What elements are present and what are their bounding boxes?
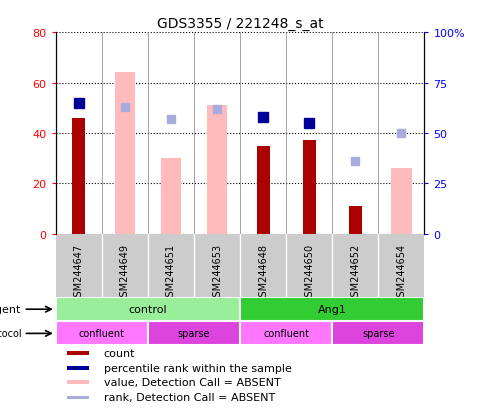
Bar: [240, 297, 424, 322]
Bar: [302, 141, 315, 234]
Bar: [56, 322, 148, 346]
Text: GSM244650: GSM244650: [303, 244, 314, 303]
Bar: [206, 106, 227, 234]
Bar: [348, 206, 361, 234]
Text: confluent: confluent: [263, 329, 308, 339]
Text: growth protocol: growth protocol: [0, 329, 21, 339]
Bar: [332, 322, 424, 346]
Text: count: count: [104, 348, 135, 358]
Bar: [67, 366, 89, 370]
Text: GSM244652: GSM244652: [349, 244, 360, 303]
Text: control: control: [128, 304, 167, 314]
Bar: [67, 380, 89, 384]
Bar: [67, 351, 89, 355]
Text: rank, Detection Call = ABSENT: rank, Detection Call = ABSENT: [104, 392, 274, 403]
Text: percentile rank within the sample: percentile rank within the sample: [104, 363, 291, 373]
Text: GSM244649: GSM244649: [120, 244, 130, 302]
Bar: [67, 396, 89, 399]
Text: GSM244647: GSM244647: [74, 244, 84, 303]
Bar: [160, 159, 181, 234]
Text: sparse: sparse: [177, 329, 210, 339]
Bar: [56, 297, 240, 322]
Text: value, Detection Call = ABSENT: value, Detection Call = ABSENT: [104, 377, 280, 387]
Text: confluent: confluent: [79, 329, 124, 339]
Text: agent: agent: [0, 304, 21, 314]
Bar: [240, 322, 332, 346]
Bar: [114, 73, 135, 234]
Text: Ang1: Ang1: [317, 304, 346, 314]
Title: GDS3355 / 221248_s_at: GDS3355 / 221248_s_at: [156, 17, 323, 31]
Text: sparse: sparse: [361, 329, 394, 339]
Bar: [390, 169, 411, 234]
Text: GSM244651: GSM244651: [166, 244, 176, 303]
Bar: [148, 322, 240, 346]
Text: GSM244654: GSM244654: [395, 244, 406, 303]
Text: GSM244648: GSM244648: [257, 244, 268, 302]
Text: GSM244653: GSM244653: [212, 244, 222, 303]
Bar: [72, 119, 85, 234]
Bar: [256, 146, 269, 234]
